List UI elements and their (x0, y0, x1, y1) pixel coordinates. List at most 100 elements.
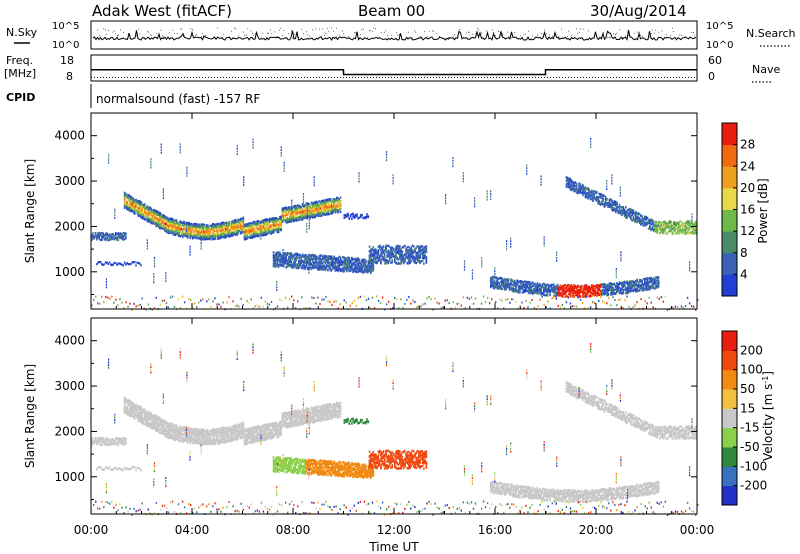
power-mark (160, 213, 163, 216)
power-mark (156, 213, 159, 216)
power-mark (257, 227, 260, 230)
power-mark (199, 228, 202, 232)
power-mark (290, 260, 293, 263)
power-mark (192, 233, 194, 236)
power-mark (207, 227, 209, 230)
power-mark (190, 232, 193, 235)
power-mark (194, 227, 197, 230)
power-mark (179, 223, 181, 226)
power-mark (165, 224, 168, 227)
power-mark (140, 213, 142, 217)
power-mark (221, 235, 223, 238)
power-mark (232, 231, 234, 235)
power-mark (180, 233, 183, 236)
power-mark (140, 203, 142, 206)
power-mark (140, 211, 142, 214)
power-mark (137, 199, 140, 203)
power-mark (168, 224, 170, 228)
power-mark (224, 225, 227, 228)
power-mark (242, 222, 245, 225)
power-mark (126, 201, 128, 204)
noise-search-label: N.Search (746, 27, 796, 40)
power-mark (126, 194, 128, 198)
power-mark (217, 234, 219, 237)
power-mark (245, 231, 247, 234)
power-mark (164, 225, 166, 228)
power-mark (142, 216, 145, 219)
power-mark (157, 221, 160, 224)
power-mark (208, 230, 211, 233)
power-mark (155, 222, 157, 225)
power-mark (266, 218, 269, 221)
power-mark (157, 217, 160, 220)
power-mark (352, 212, 354, 215)
power-mark (513, 279, 516, 282)
nave-tick-top: 60 (708, 54, 722, 67)
power-mark (160, 223, 163, 226)
power-mark (147, 219, 150, 222)
power-mark (144, 211, 146, 214)
power-mark (265, 233, 267, 236)
power-mark (258, 230, 261, 233)
power-mark (258, 225, 261, 228)
power-mark (137, 211, 140, 214)
power-mark (190, 225, 193, 228)
power-mark (189, 225, 192, 228)
power-mark (656, 231, 659, 235)
power-mark (228, 229, 231, 232)
power-mark (202, 223, 204, 226)
power-mark (189, 235, 192, 238)
freq-tick-top: 18 (60, 54, 74, 67)
power-mark (214, 236, 217, 239)
power-mark (150, 212, 152, 215)
power-mark (140, 215, 142, 219)
power-mark (207, 236, 209, 239)
power-mark (233, 233, 236, 236)
power-mark (245, 223, 247, 226)
power-mark (174, 229, 176, 233)
power-mark (260, 225, 262, 228)
power-mark (253, 230, 256, 233)
power-mark (262, 220, 265, 223)
power-mark (214, 237, 217, 240)
power-mark (251, 232, 253, 235)
power-mark (251, 234, 253, 238)
power-mark (156, 211, 159, 215)
power-mark (181, 223, 184, 227)
power-mark (178, 234, 180, 237)
power-mark (231, 231, 233, 235)
power-mark (266, 225, 269, 228)
power-mark (135, 200, 137, 204)
power-mark (152, 213, 155, 216)
power-mark (226, 234, 228, 237)
power-mark (269, 220, 271, 223)
power-mark (128, 206, 131, 209)
power-mark (256, 226, 258, 230)
power-mark (170, 231, 173, 234)
power-mark (166, 226, 169, 229)
power-mark (123, 200, 126, 204)
power-mark (256, 225, 258, 228)
power-mark (205, 233, 208, 236)
power-mark (222, 231, 224, 234)
power-mark (140, 207, 142, 210)
power-mark (188, 231, 190, 234)
power-mark (142, 213, 145, 217)
power-mark (212, 228, 214, 232)
power-mark (133, 207, 136, 211)
power-mark (147, 216, 150, 219)
power-mark (166, 229, 169, 232)
power-mark (141, 209, 144, 212)
power-mark (223, 229, 226, 233)
power-mark (337, 258, 339, 261)
power-mark (232, 234, 234, 237)
power-mark (280, 225, 282, 229)
power-mark (251, 228, 253, 231)
power-mark (664, 229, 666, 232)
power-mark (190, 227, 193, 230)
power-mark (231, 226, 233, 229)
power-mark (252, 221, 255, 225)
power-mark (493, 279, 496, 282)
power-mark (137, 201, 140, 204)
power-mark (178, 232, 180, 235)
